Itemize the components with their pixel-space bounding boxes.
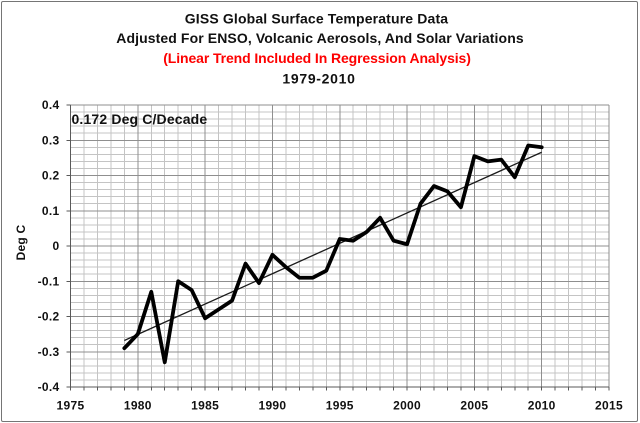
svg-text:0.1: 0.1: [42, 204, 60, 218]
svg-text:Deg C: Deg C: [14, 225, 28, 261]
svg-text:0.4: 0.4: [42, 98, 60, 112]
svg-text:0: 0: [53, 239, 60, 253]
svg-text:(Linear Trend Included In Regr: (Linear Trend Included In Regression Ana…: [163, 50, 471, 66]
svg-text:-0.2: -0.2: [38, 310, 60, 324]
svg-text:2010: 2010: [528, 399, 556, 413]
svg-text:GISS Global Surface Temperatur: GISS Global Surface Temperature Data: [185, 11, 449, 27]
svg-text:0.2: 0.2: [42, 169, 60, 183]
svg-text:2000: 2000: [393, 399, 421, 413]
svg-text:0.172 Deg C/Decade: 0.172 Deg C/Decade: [72, 111, 208, 127]
svg-text:0.3: 0.3: [42, 133, 60, 147]
svg-text:1979-2010: 1979-2010: [282, 71, 355, 87]
svg-text:1985: 1985: [191, 399, 219, 413]
svg-text:1975: 1975: [57, 399, 85, 413]
svg-text:1995: 1995: [326, 399, 354, 413]
svg-text:1980: 1980: [124, 399, 152, 413]
svg-text:1990: 1990: [258, 399, 286, 413]
svg-text:-0.3: -0.3: [38, 345, 60, 359]
svg-text:2005: 2005: [460, 399, 488, 413]
svg-text:2015: 2015: [595, 399, 623, 413]
svg-text:-0.4: -0.4: [38, 380, 60, 394]
svg-text:-0.1: -0.1: [38, 274, 60, 288]
svg-text:Adjusted For ENSO, Volcanic Ae: Adjusted For ENSO, Volcanic Aerosols, An…: [116, 30, 524, 46]
